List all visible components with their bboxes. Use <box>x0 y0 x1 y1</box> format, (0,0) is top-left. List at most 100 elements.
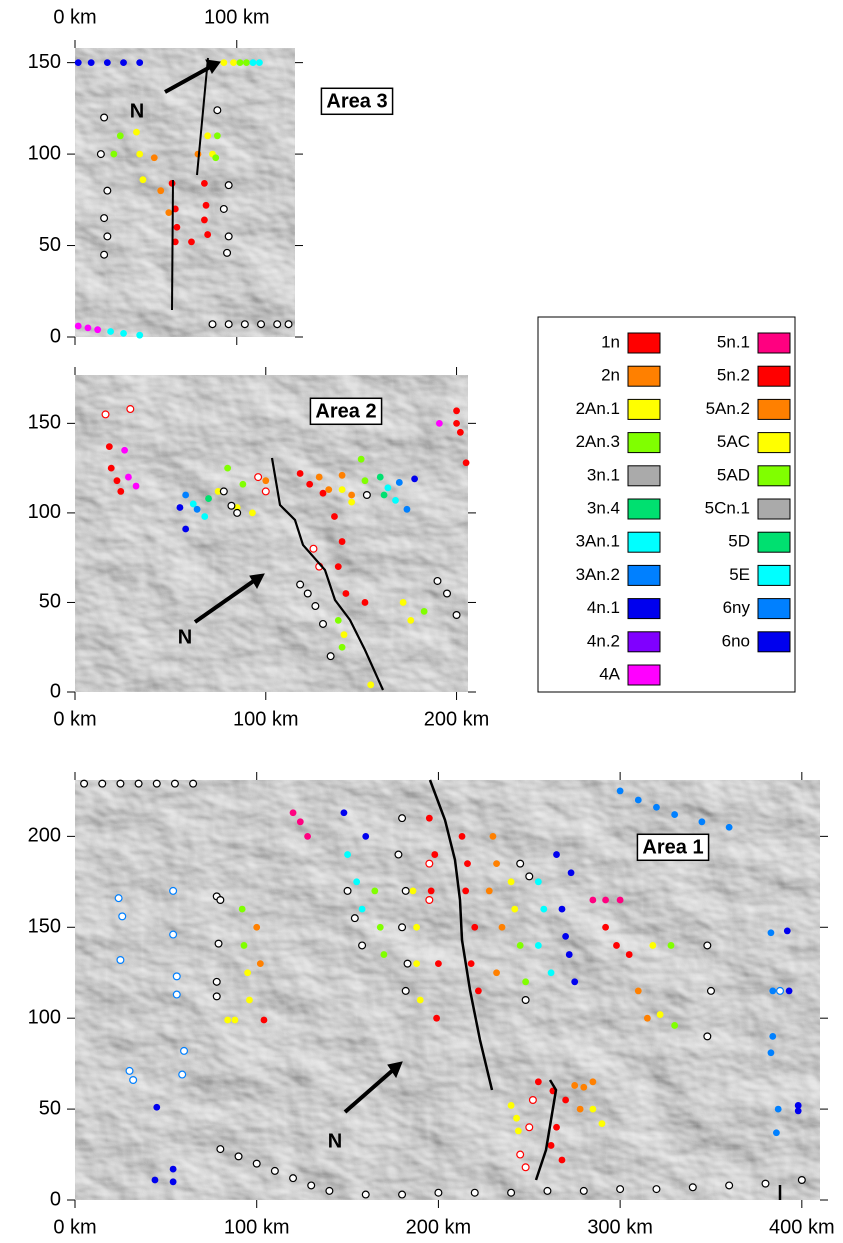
data-point <box>213 106 222 115</box>
x-tick-label: 0 km <box>53 1216 96 1238</box>
legend-label: 5AC <box>717 432 750 451</box>
data-point <box>413 923 421 931</box>
data-point <box>534 942 542 949</box>
data-point <box>553 1123 560 1131</box>
data-point <box>462 459 470 467</box>
data-point <box>113 477 121 485</box>
legend-label: 4n.1 <box>587 598 620 617</box>
north-arrow <box>193 578 257 624</box>
data-point <box>94 326 102 334</box>
data-point <box>761 1179 770 1188</box>
data-point <box>565 951 573 958</box>
relief <box>75 48 295 337</box>
data-point <box>464 860 471 868</box>
data-point <box>353 878 361 886</box>
data-point <box>589 1078 597 1086</box>
data-point <box>380 491 388 499</box>
data-point <box>562 1096 570 1104</box>
data-point <box>528 1095 537 1104</box>
data-point <box>348 491 356 499</box>
data-point <box>580 1083 588 1091</box>
data-point <box>350 914 359 923</box>
data-point <box>514 1127 522 1135</box>
data-point <box>169 886 178 895</box>
data-point <box>134 779 143 788</box>
data-point <box>151 1176 159 1184</box>
data-point <box>182 491 190 499</box>
data-point <box>331 513 338 520</box>
data-point <box>384 484 392 492</box>
x-tick-label: 200 km <box>424 708 490 730</box>
data-point <box>84 324 92 332</box>
data-point <box>671 811 679 818</box>
data-point <box>325 486 333 494</box>
data-point <box>613 942 620 949</box>
data-point <box>188 238 195 246</box>
data-point <box>340 809 348 817</box>
y-tick-label: 150 <box>28 412 61 434</box>
y-tick-label: 50 <box>39 1097 61 1119</box>
x-tick-label: 100 km <box>204 6 270 28</box>
data-point <box>260 1016 268 1024</box>
data-point <box>261 487 270 496</box>
data-point <box>230 59 237 67</box>
data-point <box>105 443 113 451</box>
legend-label: 3An.1 <box>576 532 620 551</box>
data-point <box>157 187 165 195</box>
data-point <box>309 544 318 553</box>
north-arrowhead <box>387 1061 403 1079</box>
data-point <box>180 1046 189 1055</box>
data-point <box>498 923 506 931</box>
data-point <box>338 538 346 545</box>
data-point <box>103 59 111 67</box>
data-point <box>362 832 370 840</box>
data-point <box>558 905 566 913</box>
y-tick-label: 200 <box>28 825 61 847</box>
data-point <box>342 590 350 597</box>
data-point <box>507 878 515 886</box>
data-point <box>507 1188 516 1197</box>
data-point <box>361 1190 370 1199</box>
data-point <box>169 1178 177 1186</box>
data-point <box>470 1188 479 1197</box>
data-point <box>456 428 464 436</box>
data-point <box>407 616 415 624</box>
north-arrow <box>343 1068 395 1114</box>
track-line <box>171 179 174 311</box>
data-point <box>236 59 244 67</box>
data-point <box>252 1159 261 1168</box>
data-point <box>794 1102 802 1109</box>
data-point <box>152 779 161 788</box>
data-point <box>303 589 312 598</box>
data-point <box>249 509 256 517</box>
legend-swatch <box>627 398 661 420</box>
data-point <box>525 872 534 881</box>
data-point <box>392 496 399 504</box>
data-point <box>256 59 263 67</box>
data-point <box>598 1120 606 1128</box>
data-point <box>103 186 112 195</box>
data-point <box>173 223 181 231</box>
data-point <box>425 859 434 868</box>
data-point <box>411 475 418 483</box>
data-point <box>132 482 140 490</box>
data-point <box>74 59 82 67</box>
legend-label: 4n.2 <box>587 631 620 650</box>
data-point <box>325 1186 334 1195</box>
data-point <box>289 809 297 817</box>
data-point <box>273 320 282 329</box>
data-point <box>315 473 323 481</box>
legend-label: 6no <box>722 631 750 650</box>
data-point <box>769 1032 777 1040</box>
data-point <box>534 878 542 886</box>
data-point <box>219 204 228 213</box>
data-point <box>239 480 247 488</box>
data-point <box>223 248 232 257</box>
area-label: Area 3 <box>326 90 387 112</box>
data-point <box>643 1014 651 1022</box>
data-point <box>398 1190 407 1199</box>
legend-label: 5n.2 <box>717 366 750 385</box>
legend-swatch <box>627 365 661 387</box>
data-point <box>136 59 144 67</box>
north-arrow <box>164 64 213 94</box>
